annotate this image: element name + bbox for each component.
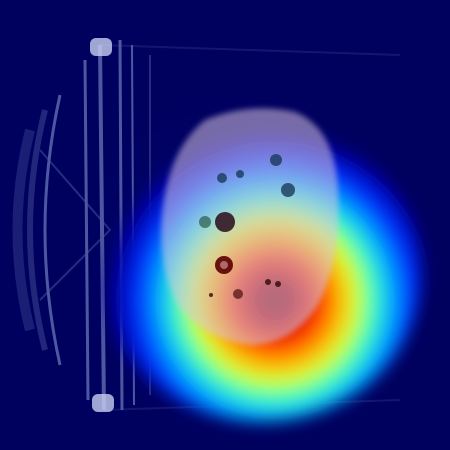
internal-structures xyxy=(199,154,295,299)
table-clamp-bottom xyxy=(92,394,114,412)
body-cross-section xyxy=(161,108,339,345)
table-clamp-top xyxy=(90,38,112,56)
